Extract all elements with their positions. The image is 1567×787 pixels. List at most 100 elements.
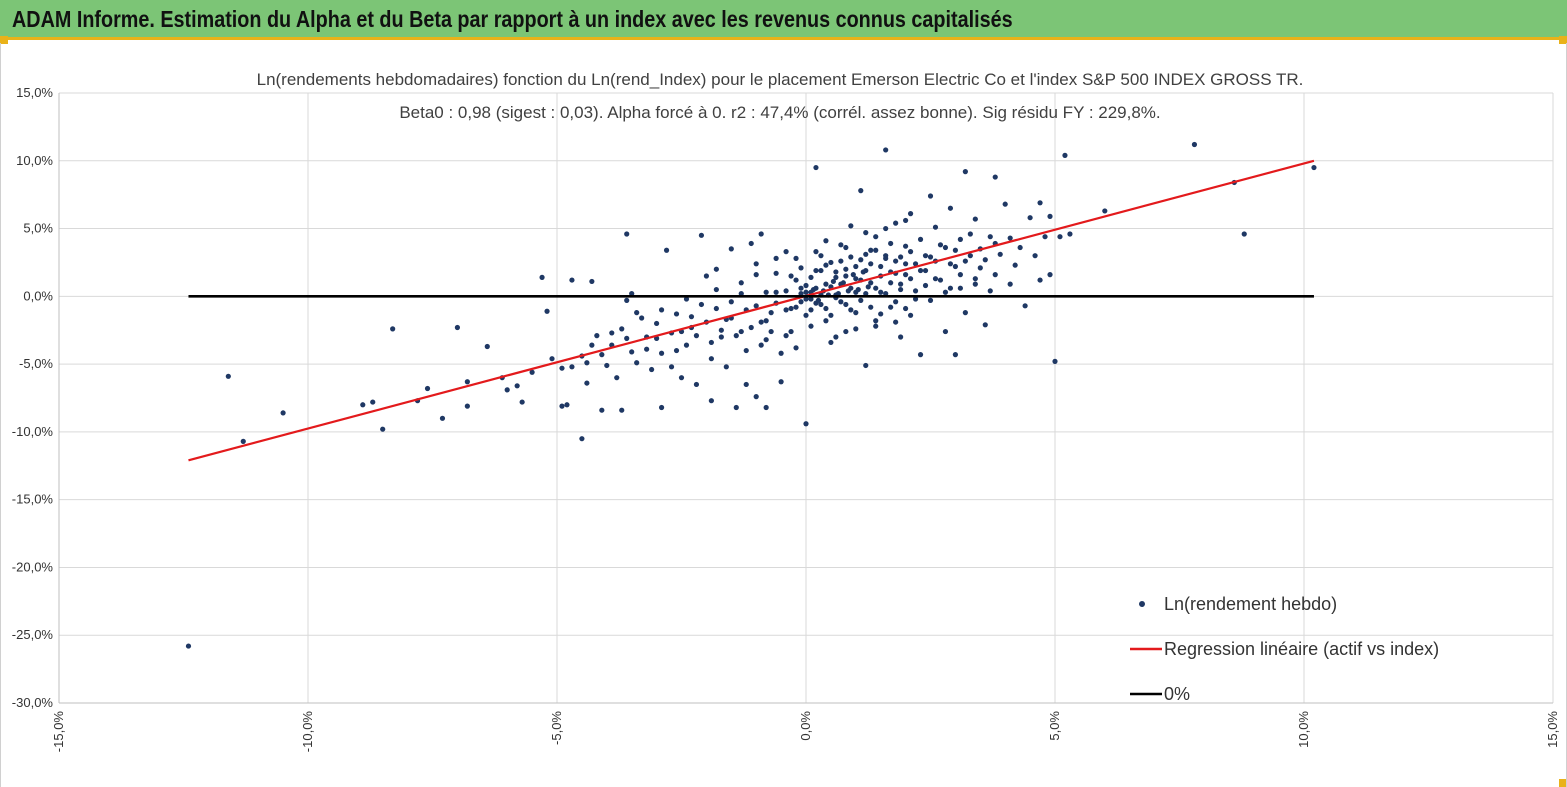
y-tick-label: 0,0% (23, 288, 53, 303)
axis-lines (58, 93, 1553, 704)
scatter-point (803, 282, 809, 289)
y-tick-label: -5,0% (19, 356, 53, 371)
scatter-point (863, 251, 869, 257)
scatter-point (803, 296, 809, 302)
scatter-point (783, 333, 789, 339)
scatter-point (962, 169, 968, 175)
scatter-point (673, 311, 680, 317)
scatter-point (619, 326, 625, 332)
scatter-point (718, 327, 724, 333)
scatter-point (855, 286, 861, 293)
scatter-point (1037, 277, 1043, 283)
scatter-point (927, 254, 934, 260)
scatter-point (808, 274, 814, 280)
scatter-point (828, 312, 834, 318)
scatter-point (1007, 281, 1013, 287)
scatter-point (1042, 234, 1048, 240)
scatter-point (878, 311, 884, 317)
scatter-point (793, 304, 799, 310)
scatter-point (360, 402, 366, 408)
scatter-point (858, 257, 864, 263)
scatter-point (932, 276, 939, 282)
scatter-point (917, 267, 924, 274)
scatter-point (848, 223, 854, 229)
chart-legend: Ln(rendement hebdo) Regression linéaire (… (1130, 594, 1439, 704)
scatter-point (873, 285, 879, 291)
scatter-point (619, 407, 625, 413)
scatter-point (1022, 303, 1028, 309)
scatter-point (584, 380, 590, 386)
scatter-point (708, 398, 714, 404)
scatter-point (698, 232, 705, 238)
scatter-point (898, 286, 904, 293)
scatter-point (773, 270, 779, 276)
scatter-point (845, 288, 851, 294)
scatter-point (798, 285, 804, 291)
scatter-point (833, 269, 839, 275)
scatter-point (843, 328, 849, 335)
scatter-point (815, 297, 822, 303)
scatter-point (604, 362, 610, 369)
scatter-point (639, 315, 645, 321)
scatter-point (848, 254, 854, 260)
scatter-point (838, 242, 844, 248)
scatter-point (1241, 231, 1247, 237)
y-tick-label: -10,0% (12, 424, 54, 439)
scatter-point (713, 305, 719, 312)
corner-marker-top-right (1559, 36, 1567, 44)
scatter-point (519, 399, 525, 405)
scatter-point (972, 216, 978, 222)
scatter-point (569, 277, 575, 283)
scatter-point (758, 319, 764, 325)
scatter-point (992, 272, 998, 278)
scatter-point (878, 263, 884, 270)
scatter-point (843, 266, 849, 272)
line-series (188, 159, 1315, 462)
legend-label: Regression linéaire (actif vs index) (1164, 639, 1439, 659)
scatter-point (678, 375, 685, 381)
scatter-point (683, 342, 690, 348)
scatter-point (942, 244, 949, 251)
scatter-point (594, 333, 600, 339)
scatter-point (947, 205, 954, 211)
scatter-point (907, 249, 914, 255)
scatter-point (763, 318, 769, 324)
scatter-point (738, 280, 744, 286)
scatter-point (1191, 141, 1198, 148)
scatter-point (838, 299, 844, 305)
scatter-point (484, 343, 490, 350)
scatter-point (658, 404, 665, 411)
scatter-point (1017, 244, 1023, 251)
scatter-point (898, 254, 904, 260)
tick-labels: 15,0% 10,0% 5,0% 0,0% -5,0% -10,0% -15,0% -20,0… (12, 85, 1560, 752)
scatter-point (614, 375, 620, 381)
legend-label: Ln(rendement hebdo) (1164, 594, 1337, 614)
scatter-point (962, 258, 968, 264)
scatter-point (888, 304, 894, 310)
scatter-point (504, 387, 510, 393)
scatter-point (982, 322, 988, 328)
scatter-point (868, 304, 874, 310)
scatter-point (589, 342, 595, 348)
scatter-point (888, 280, 894, 286)
scatter-point (957, 272, 963, 278)
scatter-point (972, 281, 978, 287)
scatter-point (1311, 164, 1317, 171)
scatter-point (380, 426, 386, 432)
scatter-point (828, 339, 834, 346)
scatter-point (753, 261, 759, 267)
scatter-point (873, 247, 879, 253)
scatter-point (778, 379, 784, 385)
scatter-point (917, 236, 924, 242)
y-tick-label: -20,0% (12, 559, 54, 574)
scatter-point (1062, 152, 1068, 158)
scatter-point (629, 291, 635, 297)
scatter-point (893, 319, 899, 325)
scatter-point (952, 263, 959, 270)
scatter-point (698, 301, 705, 308)
scatter-point (942, 289, 949, 295)
scatter-point (853, 326, 859, 332)
scatter-point (370, 399, 376, 405)
scatter-point (559, 365, 565, 371)
scatter-point (858, 297, 864, 303)
